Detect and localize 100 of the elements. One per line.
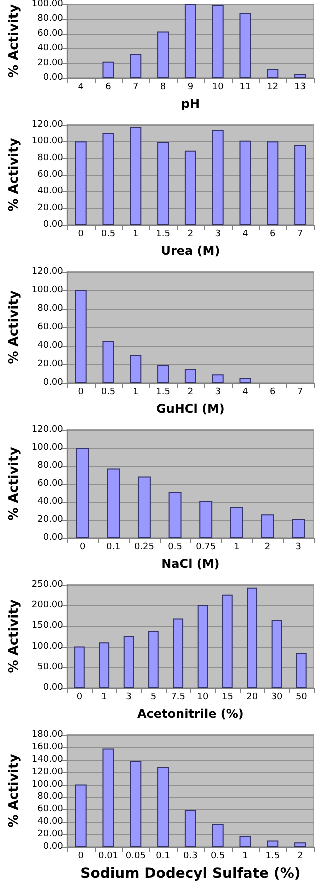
y-tick-label: 40.00 [38,497,64,507]
y-tick-label: 100.00 [32,443,64,453]
y-tick-label: 100.00 [32,136,64,147]
x-tick-label: 11 [240,82,252,92]
x-axis-title: pH [181,97,200,111]
y-axis-title: % Activity [7,754,22,828]
bar [294,145,306,225]
y-tick-label: 0.00 [43,378,64,388]
bar [294,74,306,78]
x-tick-label: 7 [133,82,139,92]
bar [102,133,114,225]
x-tick-label: 30 [271,692,284,702]
x-tick-label: 12 [267,82,279,92]
bar [212,130,224,225]
y-tick-label: 60.00 [38,804,64,815]
x-tick-label: 2 [264,542,271,552]
x-tick-label: 3 [215,388,221,398]
x-tick-label: 1.5 [156,230,170,240]
x-tick-label: 20 [246,692,258,702]
y-tick-label: 140.00 [32,754,64,765]
y-tick-label: 40.00 [38,44,64,54]
y-tick-label: 120.00 [32,120,64,130]
bar [267,840,279,847]
y-tick-label: 80.00 [38,461,64,471]
bar [212,824,224,847]
x-tick-label: 4 [78,82,84,92]
y-tick-label: 80.00 [38,792,64,802]
y-tick-label: 40.00 [38,186,64,197]
bar [198,605,208,688]
y-tick-label: 120.00 [32,267,64,277]
x-tick-label: 7 [297,388,304,398]
y-axis-title: % Activity [7,290,22,364]
bar [124,636,134,688]
bar [184,369,196,383]
x-tick-label: 0 [78,388,84,398]
x-tick-label: 0.5 [210,852,226,862]
x-tick-label: 6 [106,82,112,92]
x-tick-label: 9 [188,82,194,92]
bar [130,761,142,847]
x-tick-label: 0.75 [196,542,216,552]
x-tick-label: 0.5 [168,542,182,552]
x-tick-label: 10 [212,82,224,92]
bar [240,13,252,78]
bar [240,836,252,847]
y-axis-title: % Activity [7,138,22,212]
bar [102,62,114,78]
x-tick-label: 4 [242,388,249,398]
x-tick-label: 1.5 [156,388,170,398]
y-tick-label: 60.00 [38,170,64,180]
bar [184,810,196,847]
x-tick-label: 7.5 [171,692,186,702]
bar [168,492,182,538]
x-tick-label: 1 [242,852,248,862]
y-tick-label: 200.00 [32,600,64,611]
x-tick-label: 0.25 [134,542,154,552]
bar [158,767,170,847]
bar [173,618,184,688]
y-tick-label: 60.00 [38,28,64,39]
y-tick-label: 100.00 [32,0,64,10]
y-tick-label: 250.00 [32,580,64,590]
x-tick-label: 1 [102,692,108,702]
y-tick-label: 120.00 [32,425,64,435]
y-tick-label: 150.00 [32,621,64,632]
bar [222,594,233,688]
x-tick-label: 3 [126,692,132,702]
y-tick-label: 20.00 [38,515,64,525]
bar [130,128,142,225]
x-tick-label: 0.5 [101,230,116,240]
bar [102,341,114,383]
x-tick-label: 0 [78,852,84,862]
y-tick-label: 20.00 [38,203,64,214]
x-tick-label: 6 [270,230,276,240]
x-axis-title: Urea (M) [161,244,220,258]
y-tick-label: 120.00 [32,767,64,778]
y-tick-label: 80.00 [38,14,64,24]
x-tick-label: 1 [234,542,240,552]
bar [74,646,85,688]
bar [138,476,151,538]
bar [158,142,170,225]
bar [75,142,87,225]
bar [102,748,114,847]
y-tick-label: 0.00 [43,683,64,693]
y-tick-label: 20.00 [38,830,64,840]
y-tick-label: 20.00 [38,58,64,68]
x-tick-label: 4 [242,230,249,240]
x-tick-label: 0.5 [101,388,116,398]
bar [292,519,306,538]
bar [148,631,159,688]
x-tick-label: 0.3 [184,852,198,862]
x-tick-label: 0.05 [126,852,146,862]
bar [75,290,87,383]
bar [294,842,306,847]
y-tick-label: 100.00 [32,286,64,296]
bar [212,374,224,383]
x-tick-label: 0 [76,692,83,702]
bar [130,54,142,78]
x-tick-label: 3 [296,542,302,552]
y-tick-label: 0.00 [43,842,64,852]
x-tick-label: 5 [150,692,157,702]
x-tick-label: 6 [270,388,276,398]
